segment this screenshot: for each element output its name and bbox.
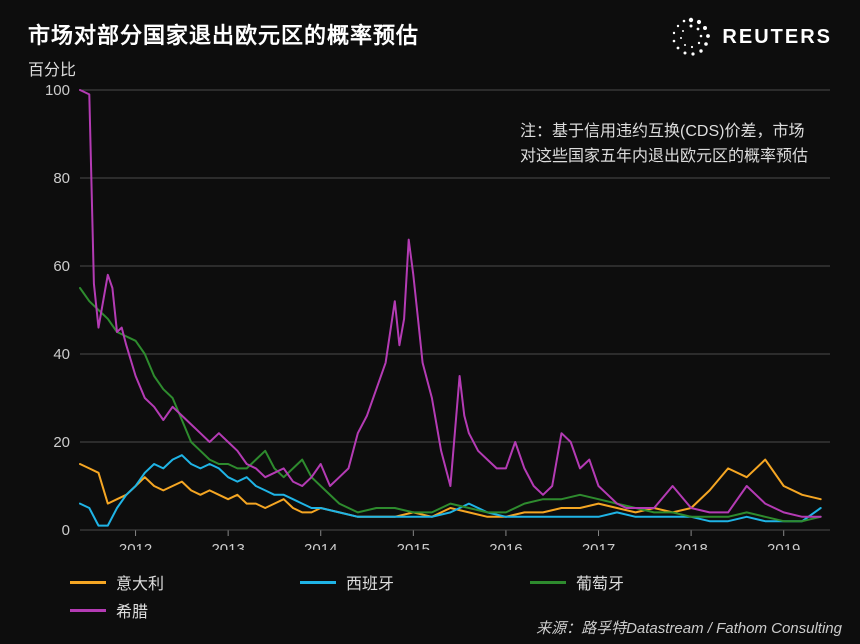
legend-label: 西班牙 — [346, 570, 394, 594]
x-tick-label: 2014 — [304, 541, 337, 550]
y-tick-label: 100 — [45, 82, 70, 99]
x-tick-label: 2013 — [211, 541, 244, 550]
reuters-logo-text: REUTERS — [722, 26, 832, 49]
x-tick-label: 2017 — [582, 541, 615, 550]
legend-label: 意大利 — [116, 570, 164, 594]
series-line — [80, 90, 821, 517]
y-tick-label: 60 — [53, 258, 70, 275]
y-tick-label: 80 — [53, 170, 70, 187]
legend-item: 意大利 — [60, 570, 290, 594]
chart-subtitle: 百分比 — [28, 56, 419, 80]
source-text: 来源：路孚特Datastream / Fathom Consulting — [536, 617, 842, 638]
legend-label: 葡萄牙 — [576, 570, 624, 594]
legend-swatch — [300, 581, 336, 584]
legend-swatch — [530, 581, 566, 584]
header: 市场对部分国家退出欧元区的概率预估 百分比 — [28, 18, 419, 80]
chart-title: 市场对部分国家退出欧元区的概率预估 — [28, 18, 419, 50]
x-tick-label: 2018 — [674, 541, 707, 550]
y-tick-label: 0 — [62, 522, 70, 539]
x-tick-label: 2016 — [489, 541, 522, 550]
x-tick-label: 2015 — [397, 541, 430, 550]
y-tick-label: 20 — [53, 434, 70, 451]
legend-item: 葡萄牙 — [520, 570, 750, 594]
legend-swatch — [70, 609, 106, 612]
series-line — [80, 460, 821, 517]
chart-container: 市场对部分国家退出欧元区的概率预估 百分比 REUTERS 注：基于信用违约互换… — [0, 0, 860, 644]
reuters-logo: REUTERS — [670, 16, 832, 58]
legend-label: 希腊 — [116, 598, 148, 622]
x-tick-label: 2012 — [119, 541, 152, 550]
legend-swatch — [70, 581, 106, 584]
line-chart: 0 20 40 60 80 100 2012 2013 2014 2015 2016 2017 2018… — [20, 80, 840, 550]
legend: 意大利 西班牙 葡萄牙希腊 — [60, 570, 820, 622]
reuters-ring-icon — [670, 16, 712, 58]
legend-item: 西班牙 — [290, 570, 520, 594]
legend-item: 希腊 — [60, 598, 290, 622]
chart-area: 0 20 40 60 80 100 2012 2013 2014 2015 2016 2017 2018… — [20, 80, 840, 550]
x-tick-label: 2019 — [767, 541, 800, 550]
y-tick-label: 40 — [53, 346, 70, 363]
